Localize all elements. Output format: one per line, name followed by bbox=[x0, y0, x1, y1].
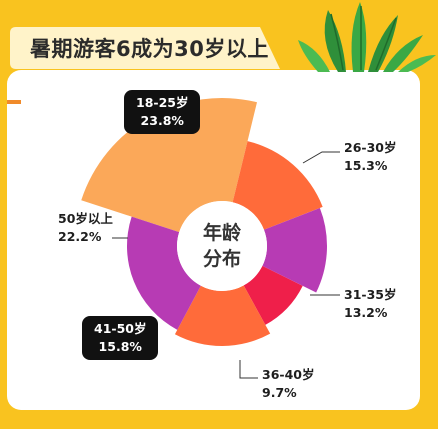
slice-label-18-25: 18-25岁 23.8% bbox=[124, 90, 201, 134]
slice-category: 18-25岁 bbox=[136, 95, 189, 110]
tropical-leaves-icon bbox=[298, 2, 436, 72]
slice-label-36-40: 36-40岁 9.7% bbox=[262, 366, 314, 402]
center-label-line2: 分布 bbox=[202, 248, 241, 270]
rose-slice-3 bbox=[243, 265, 303, 325]
rose-slice-4 bbox=[174, 285, 271, 346]
slice-category: 50岁以上 bbox=[58, 211, 113, 226]
slice-value: 15.8% bbox=[98, 339, 142, 354]
slice-label-41-50: 41-50岁 15.8% bbox=[82, 316, 159, 360]
leader-line-2 bbox=[239, 360, 258, 379]
slice-category: 31-35岁 bbox=[344, 287, 397, 302]
slice-value: 22.2% bbox=[58, 229, 102, 244]
rose-slice-5 bbox=[126, 216, 201, 330]
slice-category: 36-40岁 bbox=[262, 367, 315, 382]
slice-category: 41-50岁 bbox=[94, 321, 147, 336]
slice-value: 23.8% bbox=[140, 113, 184, 128]
slice-label-31-35: 31-35岁 13.2% bbox=[344, 286, 396, 322]
center-label-line1: 年龄 bbox=[202, 222, 241, 244]
center-label: 年龄 分布 bbox=[182, 220, 262, 272]
slice-label-26-30: 26-30岁 15.3% bbox=[344, 139, 396, 175]
leader-line-0 bbox=[302, 151, 340, 164]
title-banner: 暑期游客6成为30岁以上 bbox=[10, 27, 280, 69]
slice-value: 9.7% bbox=[262, 385, 297, 400]
slice-label-50-plus: 50岁以上 22.2% bbox=[58, 210, 113, 246]
accent-dash bbox=[7, 100, 21, 104]
slice-value: 15.3% bbox=[344, 158, 388, 173]
slice-category: 26-30岁 bbox=[344, 140, 397, 155]
rose-slice-0 bbox=[81, 97, 258, 233]
page-title: 暑期游客6成为30岁以上 bbox=[30, 37, 269, 61]
title-banner-shape bbox=[10, 27, 280, 69]
slice-value: 13.2% bbox=[344, 305, 388, 320]
rose-slice-2 bbox=[262, 207, 328, 293]
center-hole bbox=[177, 201, 267, 291]
rose-slice-1 bbox=[232, 141, 323, 230]
